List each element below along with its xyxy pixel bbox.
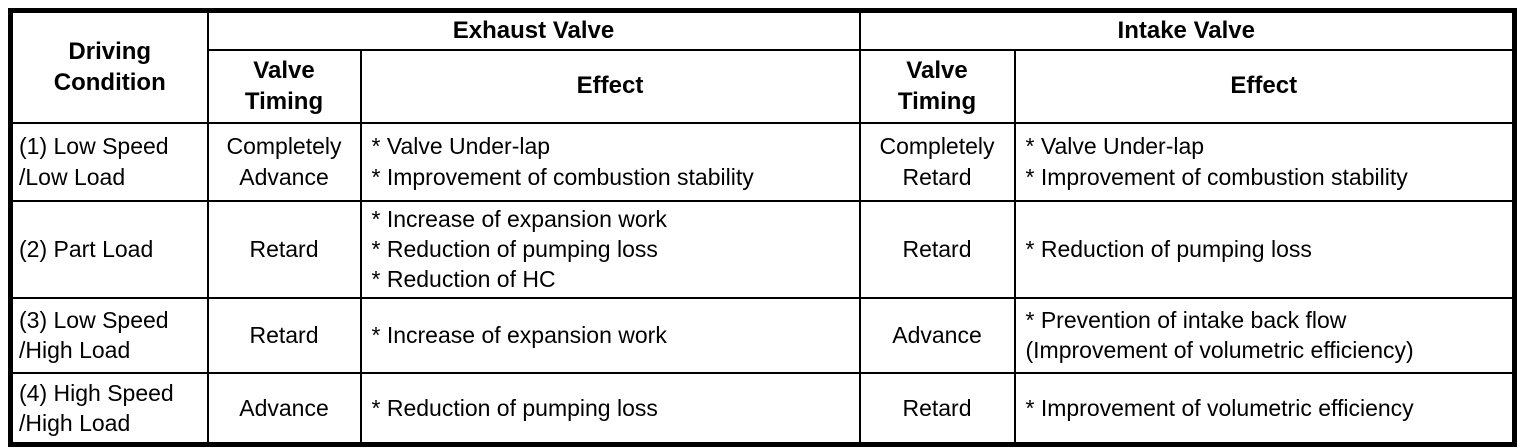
cell-exhaust-effect: * Increase of expansion work * Reduction… <box>359 199 861 299</box>
cell-condition: (3) Low Speed /High Load <box>9 296 209 374</box>
valve-timing-table: Driving Condition Exhaust Valve Intake V… <box>8 8 1517 448</box>
table-row-part-load: (2) Part Load Retard * Increase of expan… <box>9 199 1516 299</box>
cell-exhaust-effect: * Valve Under-lap * Improvement of combu… <box>359 121 861 202</box>
cell-intake-timing: Retard <box>858 199 1016 299</box>
cell-intake-timing: Completely Retard <box>858 121 1016 202</box>
cell-intake-timing: Advance <box>858 296 1016 374</box>
cell-exhaust-timing: Retard <box>206 199 362 299</box>
header-intake-valve: Intake Valve <box>858 9 1516 51</box>
header-exhaust-valve-timing: Valve Timing <box>206 48 362 124</box>
table-row-low-speed-high-load: (3) Low Speed /High Load Retard * Increa… <box>9 296 1516 374</box>
header-exhaust-valve: Exhaust Valve <box>206 9 861 51</box>
cell-exhaust-effect: * Reduction of pumping loss <box>359 371 861 446</box>
cell-exhaust-timing: Completely Advance <box>206 121 362 202</box>
header-intake-valve-timing: Valve Timing <box>858 48 1016 124</box>
cell-intake-effect: * Valve Under-lap * Improvement of combu… <box>1013 121 1516 202</box>
cell-exhaust-timing: Retard <box>206 296 362 374</box>
header-intake-effect: Effect <box>1013 48 1516 124</box>
cell-condition: (1) Low Speed /Low Load <box>9 121 209 202</box>
table-row-high-speed-high-load: (4) High Speed /High Load Advance * Redu… <box>9 371 1516 446</box>
cell-condition: (4) High Speed /High Load <box>9 371 209 446</box>
valve-timing-table-container: Driving Condition Exhaust Valve Intake V… <box>8 8 1517 448</box>
cell-intake-effect: * Reduction of pumping loss <box>1013 199 1516 299</box>
cell-exhaust-effect: * Increase of expansion work <box>359 296 861 374</box>
cell-intake-effect: * Improvement of volumetric efficiency <box>1013 371 1516 446</box>
table-row-low-speed-low-load: (1) Low Speed /Low Load Completely Advan… <box>9 121 1516 202</box>
header-driving-condition: Driving Condition <box>9 9 209 124</box>
cell-intake-timing: Retard <box>858 371 1016 446</box>
cell-condition: (2) Part Load <box>9 199 209 299</box>
header-exhaust-effect: Effect <box>359 48 861 124</box>
cell-exhaust-timing: Advance <box>206 371 362 446</box>
cell-intake-effect: * Prevention of intake back flow (Improv… <box>1013 296 1516 374</box>
